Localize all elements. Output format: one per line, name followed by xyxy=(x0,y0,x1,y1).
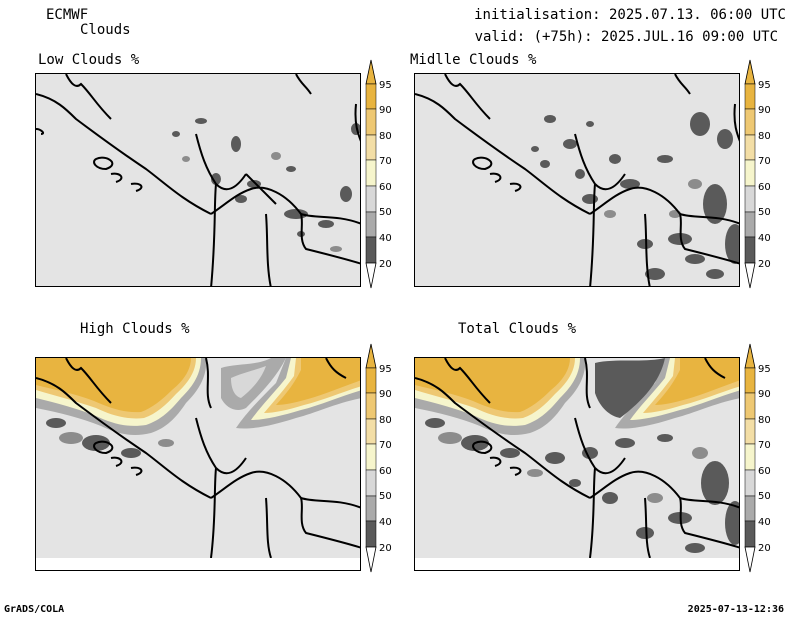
product-label: Clouds xyxy=(80,22,131,38)
cbar-label-95: 95 xyxy=(758,80,771,91)
valid-time: valid: (+75h): 2025.JUL.16 09:00 UTC xyxy=(474,29,778,45)
cbar-label-70: 70 xyxy=(379,440,392,451)
cbar-label-90: 90 xyxy=(758,389,771,400)
footer-timestamp: 2025-07-13-12:36 xyxy=(687,604,784,615)
cbar-label-50: 50 xyxy=(758,207,771,218)
colorbar-top-left: 95 90 80 70 60 50 40 20 xyxy=(365,59,392,289)
cbar-label-70: 70 xyxy=(758,440,771,451)
cbar-label-95: 95 xyxy=(758,364,771,375)
map-total-clouds xyxy=(414,357,740,571)
colorbar-bottom-right: 95 90 80 70 60 50 40 20 xyxy=(744,343,771,573)
cbar-label-20: 20 xyxy=(758,259,771,270)
cbar-label-80: 80 xyxy=(379,131,392,142)
footer-software: GrADS/COLA xyxy=(4,604,65,615)
cbar-label-20: 20 xyxy=(379,543,392,554)
cbar-label-40: 40 xyxy=(379,517,392,528)
cbar-label-40: 40 xyxy=(379,233,392,244)
cbar-label-60: 60 xyxy=(758,182,771,193)
cbar-label-20: 20 xyxy=(758,543,771,554)
colorbar-bottom-left: 95 90 80 70 60 50 40 20 xyxy=(365,343,392,573)
panel-title-middle: Midlle Clouds % xyxy=(410,52,537,68)
cbar-label-60: 60 xyxy=(379,182,392,193)
cbar-label-70: 70 xyxy=(379,156,392,167)
cbar-label-20: 20 xyxy=(379,259,392,270)
panel-title-total: Total Clouds % xyxy=(458,321,577,337)
cbar-label-50: 50 xyxy=(379,207,392,218)
panel-title-low: Low Clouds % xyxy=(38,52,140,68)
colorbar-top-right: 95 90 80 70 60 50 40 20 xyxy=(744,59,771,289)
cbar-label-50: 50 xyxy=(758,491,771,502)
cbar-label-95: 95 xyxy=(379,80,392,91)
cbar-label-95: 95 xyxy=(379,364,392,375)
panel-title-high: High Clouds % xyxy=(80,321,190,337)
cbar-label-80: 80 xyxy=(758,131,771,142)
cbar-label-90: 90 xyxy=(379,105,392,116)
cbar-label-90: 90 xyxy=(758,105,771,116)
cbar-label-50: 50 xyxy=(379,491,392,502)
map-high-clouds xyxy=(35,357,361,571)
cbar-label-90: 90 xyxy=(379,389,392,400)
cbar-label-60: 60 xyxy=(758,466,771,477)
map-middle-clouds xyxy=(414,73,740,287)
cbar-label-70: 70 xyxy=(758,156,771,167)
cbar-label-40: 40 xyxy=(758,517,771,528)
cbar-label-80: 80 xyxy=(758,415,771,426)
model-label: ECMWF xyxy=(46,7,89,23)
cbar-label-60: 60 xyxy=(379,466,392,477)
cbar-label-40: 40 xyxy=(758,233,771,244)
map-low-clouds xyxy=(35,73,361,287)
init-time: initialisation: 2025.07.13. 06:00 UTC xyxy=(474,7,786,23)
cbar-label-80: 80 xyxy=(379,415,392,426)
